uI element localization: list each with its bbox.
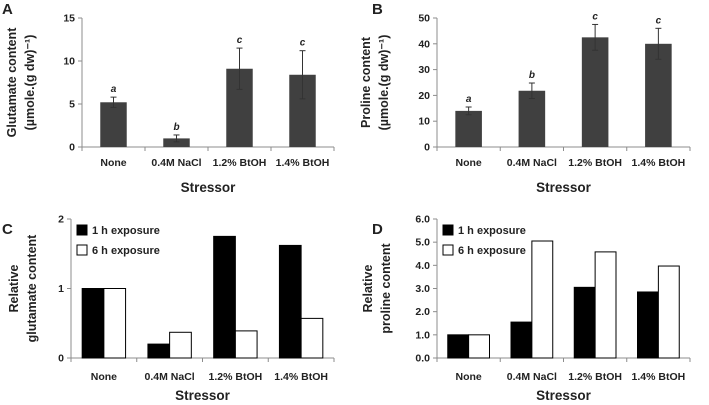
panel-letter: B [372,1,383,18]
bar-series-1 [213,235,236,359]
x-axis-label: Stressor [536,180,592,195]
bar-series-2 [468,334,490,359]
bar-series-2 [531,240,554,359]
x-tick-label: 1.2% BtOH [209,371,263,383]
bar [163,138,190,147]
y-tick-label: 4.0 [415,260,430,272]
legend-label: 1 h exposure [458,225,526,237]
x-tick-label: 0.4M NaCl [507,157,557,169]
bar [518,90,546,147]
y-tick-label: 2.0 [415,306,430,318]
significance-letter: c [592,11,598,22]
x-tick-label: 0.4M NaCl [507,371,557,383]
x-tick-label: 1.4% BtOH [632,157,686,169]
y-tick-label: 20 [418,90,430,102]
x-tick-label: 1.4% BtOH [274,371,328,383]
bar-series-1 [147,343,171,359]
legend-swatch [76,224,88,236]
y-axis-label: glutamate content [25,234,39,342]
bar [581,37,609,147]
x-axis-label: Stressor [175,388,231,403]
x-tick-label: None [456,157,482,169]
bar-series-2 [234,330,258,359]
y-tick-label: 30 [418,64,430,76]
y-tick-label: 10 [63,56,75,68]
x-tick-label: None [456,371,482,383]
bar-series-1 [447,334,470,359]
y-tick-label: 10 [418,116,430,128]
panel-b: B 0 10 20 30 40 50 None 0.4M NaCl 1.2% BtOH 1.4% B… [359,1,691,195]
panel-c: C 0 1 2 None 0.4M NaCl 1.2% BtOH 1.4% BtOH Stres… [2,214,335,403]
y-tick-label: 50 [418,13,430,25]
x-tick-label: 1.4% BtOH [632,371,686,383]
y-tick-label: 0 [424,142,430,154]
y-tick-label: 6.0 [415,214,430,226]
bar-series-1 [637,291,659,359]
y-axis-label: Glutamate content [5,27,19,138]
y-tick-label: 5.0 [415,237,430,249]
bar-series-1 [81,288,105,359]
bar-series-2 [657,265,680,359]
bar-series-2 [169,331,192,359]
x-tick-label: 1.4% BtOH [276,157,330,169]
legend-label: 1 h exposure [92,225,160,237]
bar [645,43,672,147]
y-tick-label: 40 [418,38,430,50]
legend-swatch [76,244,88,256]
significance-letter: a [111,84,117,95]
legend-swatch [442,244,454,256]
x-tick-label: None [100,157,126,169]
y-tick-label: 0 [69,142,75,154]
x-tick-label: 1.2% BtOH [213,157,267,169]
x-axis-label: Stressor [181,180,237,195]
y-tick-label: 15 [63,13,75,25]
bar-series-1 [510,321,533,359]
y-tick-label: 1.0 [415,329,430,341]
y-tick-label: 2 [58,214,64,226]
significance-letter: c [656,15,662,26]
bar-series-1 [278,244,302,359]
y-axis-label: Relative [361,264,375,312]
y-tick-label: 3.0 [415,283,430,295]
y-tick-label: 0 [58,353,64,365]
x-tick-label: 0.4M NaCl [145,371,195,383]
bar-series-2 [594,251,617,359]
significance-letter: b [529,70,535,81]
bar-series-1 [573,286,596,359]
panel-letter: D [372,221,383,238]
panel-d: D 0.0 1.0 2.0 3.0 4.0 5.0 6.0 None 0.4M NaCl 1.2% … [361,214,691,403]
panel-a: A 0 5 10 15 None 0.4M NaCl 1.2% BtOH 1.4% BtOH St… [2,1,335,195]
x-tick-label: None [91,371,117,383]
y-tick-label: 0.0 [415,353,430,365]
y-axis-label: (µmole.(g dw)⁻¹) [23,35,37,131]
panel-letter: A [2,1,13,18]
legend-label: 6 h exposure [92,245,160,257]
legend-swatch [442,224,454,236]
legend-label: 6 h exposure [458,245,526,257]
bar-series-2 [300,317,324,359]
bar [455,110,482,147]
panel-letter: C [2,221,13,238]
significance-letter: c [237,35,243,46]
bar-series-2 [103,288,127,359]
significance-letter: c [300,38,306,49]
y-axis-label: Relative [7,264,21,312]
significance-letter: a [466,94,472,105]
y-axis-label: proline content [379,243,393,334]
y-axis-label: (µmole.(g dw)⁻¹) [377,35,391,131]
x-tick-label: 1.2% BtOH [568,157,622,169]
x-tick-label: 0.4M NaCl [151,157,201,169]
y-tick-label: 5 [69,99,75,111]
y-tick-label: 1 [58,283,64,295]
y-axis-label: Proline content [359,36,373,128]
bar [100,102,127,147]
significance-letter: b [173,122,179,133]
x-tick-label: 1.2% BtOH [568,371,622,383]
x-axis-label: Stressor [536,388,592,403]
